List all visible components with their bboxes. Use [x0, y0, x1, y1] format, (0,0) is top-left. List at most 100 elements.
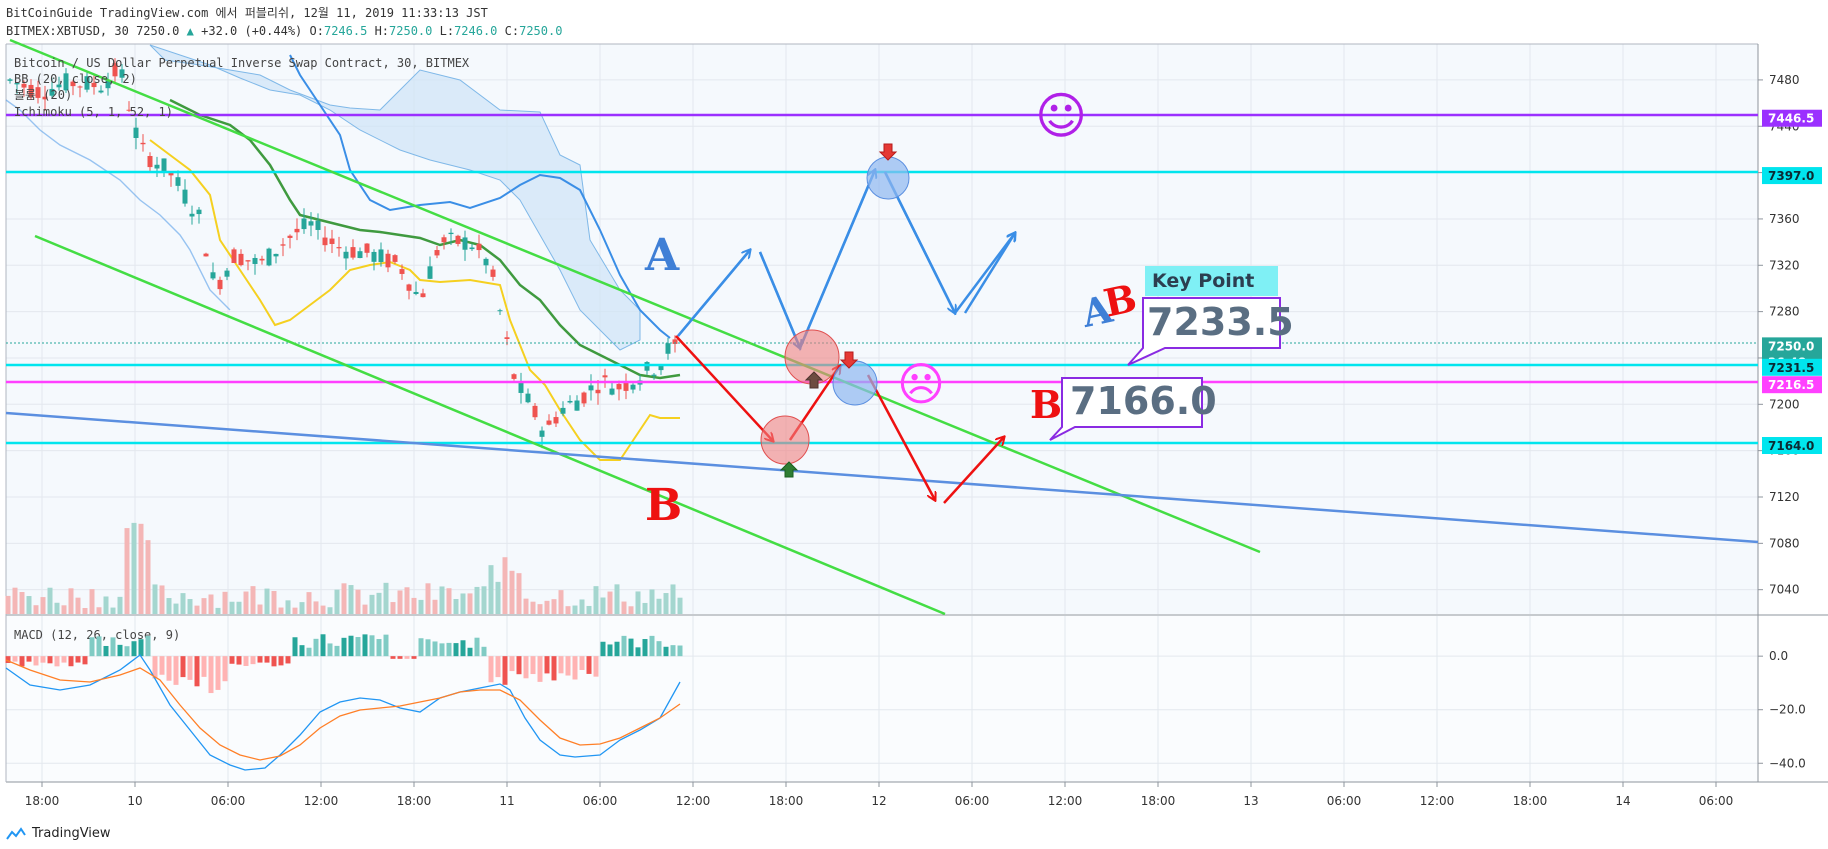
candle-body: [154, 164, 160, 169]
x-tick-label: 18:00: [769, 794, 804, 808]
macd-hist-bar: [96, 636, 102, 657]
volume-bar: [180, 593, 186, 614]
candle-body: [315, 220, 321, 230]
candle-body: [182, 189, 188, 204]
candle-body: [98, 90, 104, 93]
candle-body: [504, 337, 510, 339]
volume-bar: [208, 594, 214, 614]
macd-hist-bar: [229, 656, 235, 664]
x-tick-label: 18:00: [1513, 794, 1548, 808]
volume-bar: [215, 607, 221, 614]
candle-body: [119, 69, 125, 78]
volume-bar: [523, 598, 529, 614]
volume-bar: [166, 598, 172, 614]
macd-hist-bar: [159, 656, 165, 675]
macd-hist-bar: [166, 656, 172, 681]
candle-body: [420, 293, 426, 298]
volume-bar: [61, 605, 67, 614]
tradingview-brand: TradingView: [32, 826, 111, 841]
macd-hist-bar: [621, 635, 627, 657]
volume-bar: [432, 599, 438, 614]
y-tick-label: 7200: [1769, 397, 1800, 411]
macd-hist-bar: [257, 656, 263, 663]
volume-bar: [236, 601, 242, 614]
macd-hist-bar: [264, 656, 270, 663]
volume-bar: [607, 591, 613, 614]
price-tag-label: 7397.0: [1768, 169, 1814, 183]
volume-bar: [593, 586, 599, 614]
candle-body: [497, 310, 503, 312]
high-value: 7250.0: [389, 24, 433, 38]
footer[interactable]: TradingView: [6, 826, 111, 841]
volume-bar: [250, 586, 256, 614]
volume-bar: [439, 586, 445, 614]
price-change: +32.0 (+0.44%): [201, 24, 303, 38]
volume-bar: [26, 596, 32, 614]
x-tick-label: 11: [499, 794, 514, 808]
channel-upper-line: [9, 38, 1261, 554]
macd-hist-bar: [187, 656, 193, 680]
macd-hist-bar: [390, 656, 396, 659]
candle-body: [462, 237, 468, 250]
volume-bar: [586, 605, 592, 614]
macd-hist-bar: [411, 656, 417, 659]
candle-body: [469, 247, 475, 250]
volume-bar: [47, 587, 53, 614]
volume-bar: [138, 523, 144, 614]
x-tick-label: 12: [871, 794, 886, 808]
candle-body: [483, 258, 489, 266]
macd-hist-bar: [271, 656, 277, 667]
macd-hist-bar: [299, 645, 305, 657]
candle-body: [280, 244, 286, 246]
volume-bar: [278, 607, 284, 614]
volume-bar: [243, 591, 249, 614]
volume-bar: [390, 602, 396, 614]
candle-body: [294, 228, 300, 233]
letter-b-small: B: [1030, 382, 1062, 427]
legend-line1: Bitcoin / US Dollar Perpetual Inverse Sw…: [14, 56, 470, 70]
candle-body: [567, 400, 573, 403]
candle-body: [546, 420, 552, 425]
candle-body: [539, 430, 545, 437]
scenario-b-arrow-1: [675, 335, 773, 441]
macd-hist-bar: [194, 656, 200, 687]
volume-bar: [201, 598, 207, 614]
candle-body: [427, 266, 433, 279]
candle-body: [644, 362, 650, 371]
volume-bar: [516, 573, 522, 614]
volume-bar: [495, 581, 501, 614]
candle-body: [91, 82, 97, 88]
macd-hist-bar: [180, 656, 186, 678]
candle-body: [161, 158, 167, 173]
price-tag-label: 7250.0: [1768, 339, 1814, 353]
volume-bar: [530, 601, 536, 614]
candle-body: [616, 383, 622, 390]
macd-hist-bar: [383, 634, 389, 657]
macd-hist-bar: [509, 656, 515, 672]
volume-bar: [649, 589, 655, 614]
candle-body: [49, 88, 55, 96]
volume-bar: [271, 590, 277, 614]
macd-hist-bar: [173, 656, 179, 685]
volume-bar: [502, 557, 508, 614]
candle-body: [378, 249, 384, 263]
candle-body: [385, 253, 391, 268]
y-tick-label: 7080: [1769, 536, 1800, 550]
macd-hist-bar: [68, 656, 74, 667]
x-tick-label: 12:00: [676, 794, 711, 808]
candle-body: [574, 400, 580, 411]
candle-body: [259, 258, 265, 261]
volume-bar: [600, 597, 606, 614]
candle-body: [490, 269, 496, 277]
macd-hist-bar: [467, 647, 473, 657]
volume-bar: [33, 605, 39, 614]
macd-hist-bar: [145, 635, 151, 657]
volume-bar: [40, 597, 46, 614]
frown-icon: ☹: [897, 357, 945, 411]
candle-body: [434, 250, 440, 256]
volume-bar: [537, 604, 543, 614]
macd-hist-bar: [453, 643, 459, 657]
macd-hist-bar: [110, 637, 116, 657]
macd-hist-bar: [327, 643, 333, 657]
